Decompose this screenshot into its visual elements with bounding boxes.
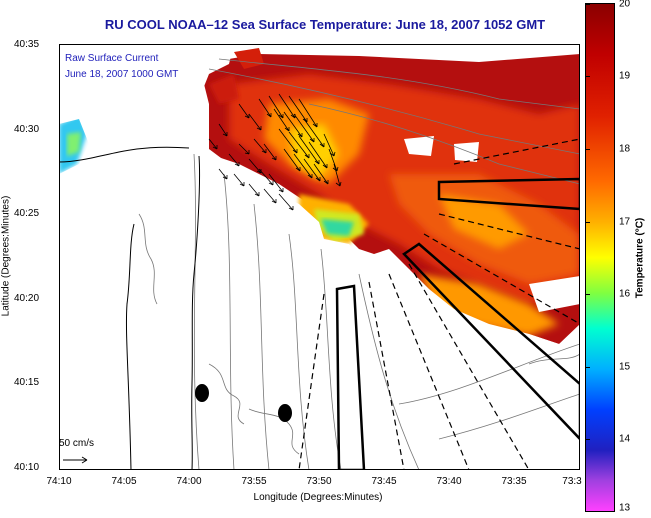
survey-boxes bbox=[335, 177, 580, 470]
vector-scale-label: 50 cm/s bbox=[59, 438, 95, 449]
ytick-label: 40:30 bbox=[14, 124, 40, 135]
temperature-colorbar bbox=[585, 3, 615, 512]
xtick-label: 73:35 bbox=[501, 476, 527, 487]
map-title: RU COOL NOAA–12 Sea Surface Temperature:… bbox=[104, 17, 546, 32]
xtick-label: 73:50 bbox=[306, 476, 332, 487]
colorbar-tick-label: 15 bbox=[619, 361, 631, 373]
ytick-label: 40:10 bbox=[14, 462, 40, 473]
colorbar-label: Temperature (°C) bbox=[634, 217, 646, 299]
ytick-label: 40:20 bbox=[14, 293, 40, 304]
colorbar-tick-mark bbox=[585, 367, 590, 368]
colorbar-tick-mark bbox=[585, 439, 590, 440]
bathymetry-contours bbox=[138, 58, 580, 470]
mooring-markers bbox=[195, 384, 292, 422]
ytick-label: 40:35 bbox=[14, 39, 40, 50]
colorbar-tick-label: 14 bbox=[619, 433, 631, 445]
xtick-label: 74:00 bbox=[176, 476, 202, 487]
colorbar-tick-label: 20 bbox=[619, 0, 631, 10]
colorbar-tick-label: 13 bbox=[619, 502, 631, 514]
colorbar-tick-label: 18 bbox=[619, 143, 631, 155]
x-axis-label: Longitude (Degrees:Minutes) bbox=[253, 492, 383, 503]
ytick-label: 40:25 bbox=[14, 208, 40, 219]
ytick-label: 40:15 bbox=[14, 377, 40, 388]
y-axis-label: Latitude (Degrees:Minutes) bbox=[0, 195, 12, 317]
xtick-label: 74:05 bbox=[111, 476, 137, 487]
xtick-label: 73:45 bbox=[371, 476, 397, 487]
sst-map[interactable] bbox=[59, 44, 580, 470]
colorbar-tick-mark bbox=[585, 4, 590, 5]
colorbar-tick-mark bbox=[585, 294, 590, 295]
colorbar-tick-mark bbox=[585, 149, 590, 150]
current-vectors bbox=[208, 93, 342, 211]
land-mask bbox=[59, 44, 580, 470]
legend-current-label: Raw Surface Current bbox=[65, 53, 159, 64]
sst-map-svg bbox=[59, 44, 580, 470]
colorbar-tick-mark bbox=[585, 222, 590, 223]
xtick-label: 73:55 bbox=[241, 476, 267, 487]
colorbar-tick-label: 19 bbox=[619, 70, 631, 82]
transect-lines bbox=[298, 138, 580, 470]
colorbar-tick-label: 17 bbox=[619, 216, 631, 228]
xtick-label: 73:40 bbox=[436, 476, 462, 487]
colorbar-tick-label: 16 bbox=[619, 288, 631, 300]
legend-current-date: June 18, 2007 1000 GMT bbox=[65, 69, 179, 80]
colorbar-tick-mark bbox=[585, 76, 590, 77]
vector-scale-arrow bbox=[63, 456, 88, 464]
xtick-label: 73:3 bbox=[562, 476, 582, 487]
xtick-label: 74:10 bbox=[46, 476, 72, 487]
coastline bbox=[59, 146, 201, 470]
